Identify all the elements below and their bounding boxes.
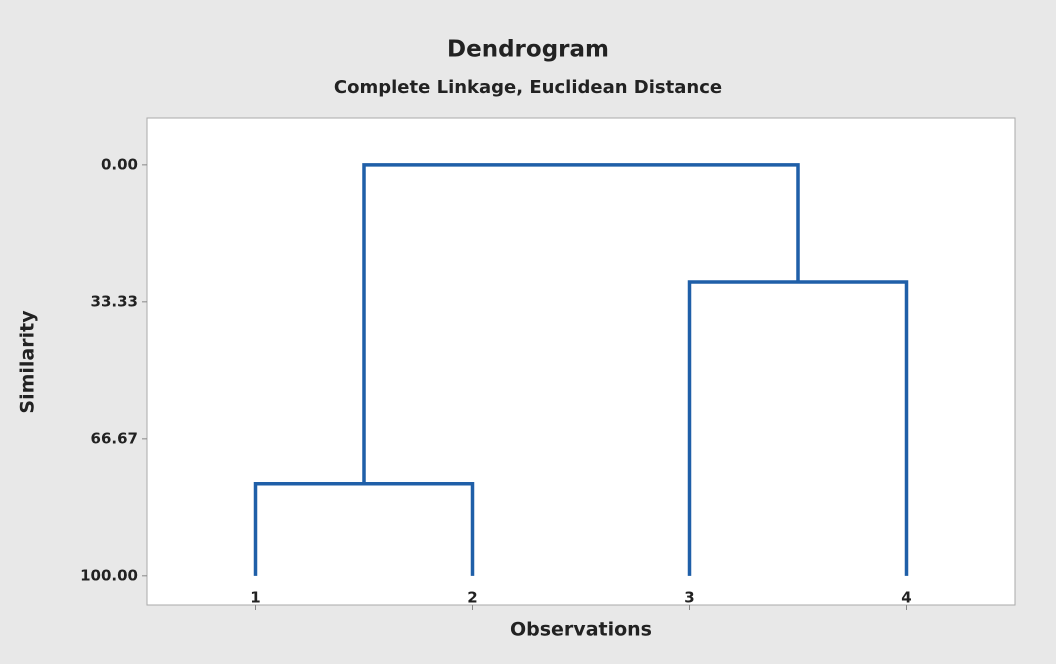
y-tick-label: 100.00 <box>80 566 138 584</box>
dendrogram-link <box>362 163 800 484</box>
x-tick-label: 1 <box>250 589 260 607</box>
chart-title: Dendrogram <box>447 37 609 63</box>
plot-area <box>146 117 1016 606</box>
x-tick-label: 2 <box>467 589 477 607</box>
x-axis-label: Observations <box>510 619 652 641</box>
y-axis-label: Similarity <box>17 310 39 414</box>
y-tick-label: 66.67 <box>91 429 138 447</box>
dendrogram-link <box>253 482 475 576</box>
y-tick-label: 33.33 <box>91 292 138 310</box>
x-tick-label: 4 <box>901 589 911 607</box>
chart-subtitle: Complete Linkage, Euclidean Distance <box>334 77 722 98</box>
x-tick-label: 3 <box>684 589 694 607</box>
y-tick-label: 0.00 <box>101 155 138 173</box>
